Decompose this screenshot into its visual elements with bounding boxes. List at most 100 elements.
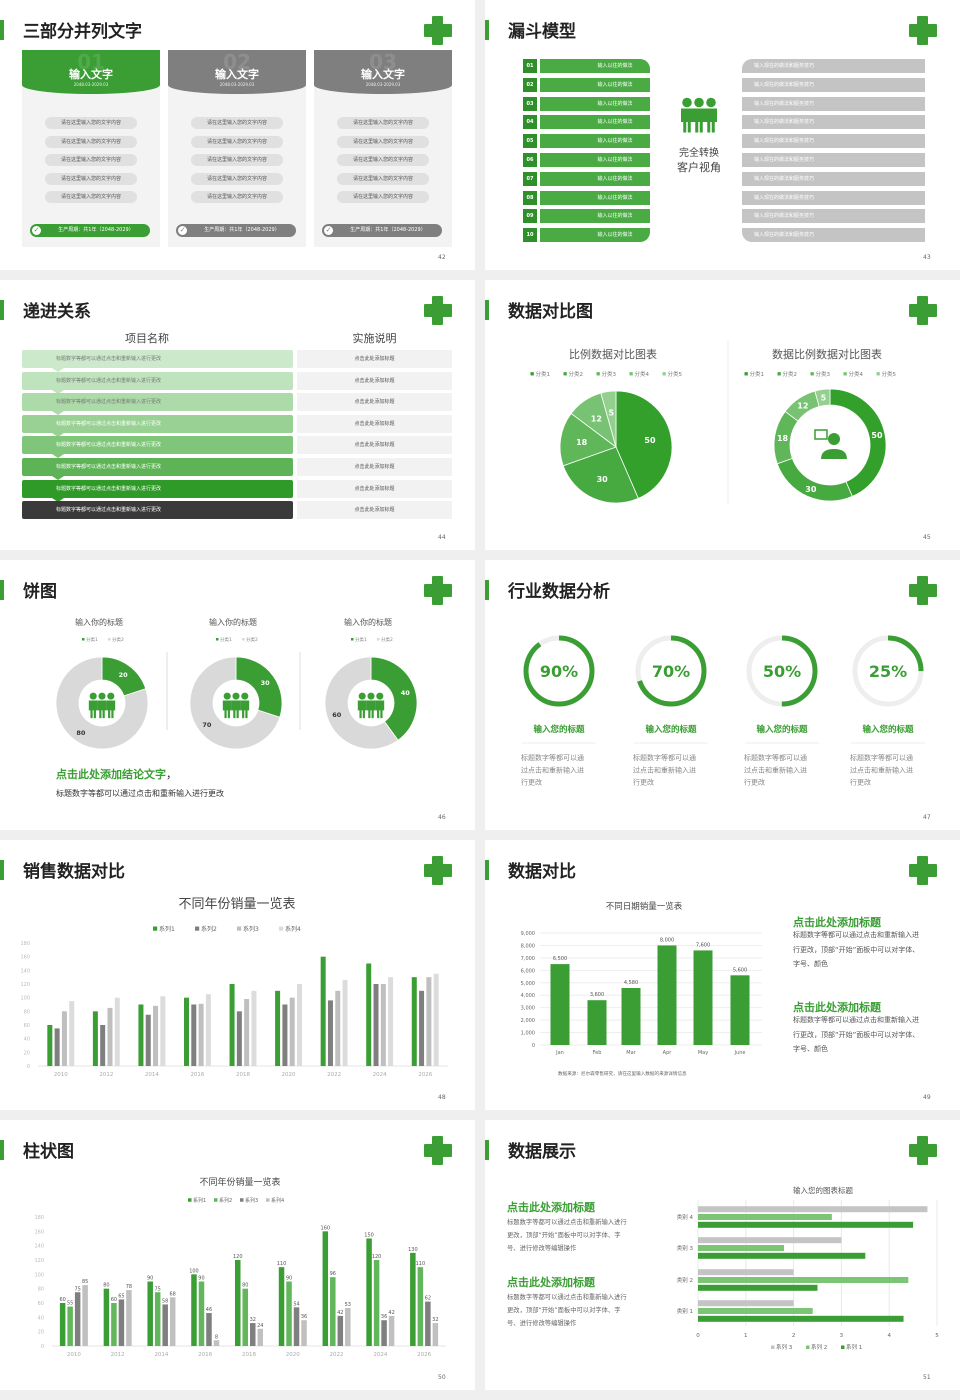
block-heading[interactable]: 点击此处添加标题 [793,916,881,929]
slide-51[interactable]: 数据展示 51 输入您的图表标题 0 1 2 3 4 5 类别 1 类别 2 类别 3 类别 4 系列 3… [485,1120,960,1390]
progress-ring-fill [852,635,924,707]
step-description[interactable]: 点击此处添加标题 [297,458,452,476]
bar-May [693,950,713,1045]
progression-step[interactable]: 标题数字等都可以通过点击和重新输入进行更改 [22,479,293,498]
bar-系列1-2018 [235,1260,241,1346]
step-description[interactable]: 点击此处添加标题 [297,501,452,520]
y-tick-label: 6,000 [521,968,535,974]
block-heading[interactable]: 点击此处添加标题 [507,1276,595,1289]
card[interactable]: 02 输入文字 2048.03-2029.03 请在这里输入您的文字内容 请在这里输入您… [168,50,306,247]
bar-系列2-2010 [54,1028,60,1066]
progression-step[interactable]: 标题数字等都可以通过点击和重新输入进行更改 [22,350,293,368]
conclusion-comma: ， [166,768,177,781]
slide-42[interactable]: 三部分并列文字 42 01 输入文字 2048.03-2029.03 请在这里输入您的文字… [0,0,475,270]
card-header: 03 输入文字 2048.03-2029.03 [314,50,452,94]
previous-approach-bar: 输入以往的做法 [540,209,650,224]
card-item-pill: 请在这里输入您的文字内容 [337,172,429,185]
body [821,449,847,459]
progression-step[interactable]: 标题数字等都可以通过点击和重新输入进行更改 [22,414,293,433]
block-text: 字号、颜色 [793,960,828,968]
slide-43[interactable]: 漏斗模型 43 01 输入以往的做法 输入现在的做法和服务技巧 02 输入以往的做法 输入现在… [485,0,960,270]
current-approach-bar: 输入现在的做法和服务技巧 [742,171,925,186]
slide-48[interactable]: 销售数据对比 48 不同年份销量一览表 系列1 系列2 系列3 系列4 0 20 40 60 80 10… [0,840,475,1110]
bar-系列2-2016 [198,1281,205,1346]
slice-分类1 [370,656,418,741]
progression-step[interactable]: 标题数字等都可以通过点击和重新输入进行更改 [22,393,293,412]
slice-label: 50 [644,436,656,445]
page-number: 51 [923,1374,931,1381]
block-text: 行更改，顶部“开始”面板中可以对字体、 [793,945,920,954]
card-header: 02 输入文字 2048.03-2029.03 [168,50,306,94]
step-description[interactable]: 点击此处添加标题 [297,414,452,433]
y-tick-label: 2,000 [521,1018,535,1024]
slide-50[interactable]: 柱状图 50 不同年份销量一览表 系列1 系列2 系列3 系列4 0 20 40 60 80 100 12… [0,1120,475,1390]
bar-Mar [621,988,641,1045]
data-label: 24 [257,1323,263,1329]
step-description[interactable]: 点击此处添加标题 [297,479,452,498]
step-description[interactable]: 点击此处添加标题 [297,371,452,390]
block-heading[interactable]: 点击此处添加标题 [507,1201,595,1214]
data-label: 110 [277,1261,287,1267]
legend-label: 系列1 [193,1197,206,1204]
step-description[interactable]: 点击此处添加标题 [297,393,452,412]
card-item-pill: 请在这里输入您的文字内容 [45,172,137,185]
block-heading[interactable]: 点击此处添加标题 [793,1001,881,1014]
data-label: 55 [67,1301,73,1307]
block-text: 行更改，顶部“开始”面板中可以对字体、 [793,1030,920,1039]
legend-swatch [82,638,85,641]
card[interactable]: 03 输入文字 2048.03-2029.03 请在这里输入您的文字内容 请在这里输入您… [314,50,452,247]
bar-系列4-2012 [126,1290,132,1346]
legend-label: 分类3 [815,370,830,378]
step-description[interactable]: 点击此处添加标题 [297,350,452,368]
data-source-note: 数据来源：尼尔森零售研究，请在这里输入数据的来源详情信息 [558,1070,687,1077]
item-description: 标题数字等都可以通 [633,753,696,762]
item-heading: 输入您的标题 [862,724,914,735]
bar-系列4-2022 [345,1308,351,1346]
slide-46[interactable]: 饼图 46 输入你的标题 分类1 分类2 20 80 输入你的标题 分类1 分类2 30 70 输入你的… [0,560,475,830]
title-accent-bar [0,1140,4,1160]
item-description: 行更改 [744,778,765,787]
slide-title: 数据对比图 [508,302,593,322]
slide-44[interactable]: 递进关系 44 项目名称 实施说明 标题数字等都可以通过点击和重新输入进行更改 点击此处添… [0,280,475,550]
slide-45[interactable]: 数据对比图 45 比例数据对比图表 分类1 分类2 分类3 分类4 分类5 50 30 18 12 5 数… [485,280,960,550]
progression-step[interactable]: 标题数字等都可以通过点击和重新输入进行更改 [22,436,293,455]
person-body [97,700,107,719]
data-label: 65 [118,1293,124,1299]
chart-title: 输入你的标题 [75,617,123,627]
progression-step[interactable]: 标题数字等都可以通过点击和重新输入进行更改 [22,458,293,476]
horizontal-bar-chart: 输入您的图表标题 0 1 2 3 4 5 类别 1 类别 2 类别 3 类别 4 系列 3 系列 2 系列… [677,1185,940,1351]
y-tick-label: 60 [24,1023,30,1029]
legend-swatch [662,372,666,376]
slice-分类3 [559,412,617,467]
slide-49[interactable]: 数据对比 49 不同日期销量一览表 0 1,000 2,000 3,000 4,000 5,00… [485,840,960,1110]
progression-step[interactable]: 标题数字等都可以通过点击和重新输入进行更改 [22,371,293,390]
previous-approach-bar: 输入以往的做法 [540,190,650,205]
current-approach-bar: 输入现在的做法和服务技巧 [742,153,925,167]
bar-系列4-2024 [388,1315,395,1346]
card[interactable]: 01 输入文字 2048.03-2029.03 请在这里输入您的文字内容 请在这里输入您… [22,50,160,247]
slice-label: 40 [401,689,411,697]
slice-分类2 [324,656,399,750]
legend-swatch [810,372,814,376]
bar-系列3-2010 [61,1011,67,1066]
step-description[interactable]: 点击此处添加标题 [297,436,452,455]
legend-swatch [188,1198,192,1202]
block-text: 标题数字等都可以通过点击和重新输入进行 [507,1294,627,1301]
slide-47[interactable]: 行业数据分析 47 90% 输入您的标题 标题数字等都可以通 过点击和重新输入进 行更改 70… [485,560,960,830]
legend-swatch [563,372,567,376]
bar-系列1-2018 [229,984,235,1066]
y-tick-label: 140 [34,1244,44,1250]
data-label: 42 [337,1310,343,1316]
y-tick-label: 80 [24,1009,30,1015]
bar-系列1-2010 [47,1025,53,1066]
bar-系列4-2018 [251,990,257,1066]
people-group-icon [222,692,250,719]
item-description: 标题数字等都可以通 [521,753,584,762]
legend-label: 分类2 [782,370,797,378]
conclusion-heading[interactable]: 点击此处添加结论文字， [56,766,177,782]
chart-title: 不同年份销量一览表 [178,896,295,912]
card-item-pill: 请在这里输入您的文字内容 [45,117,137,129]
data-label: 42 [388,1310,394,1316]
step-number: 06 [523,153,537,167]
progression-step[interactable]: 标题数字等都可以通过点击和重新输入进行更改 [22,501,293,520]
